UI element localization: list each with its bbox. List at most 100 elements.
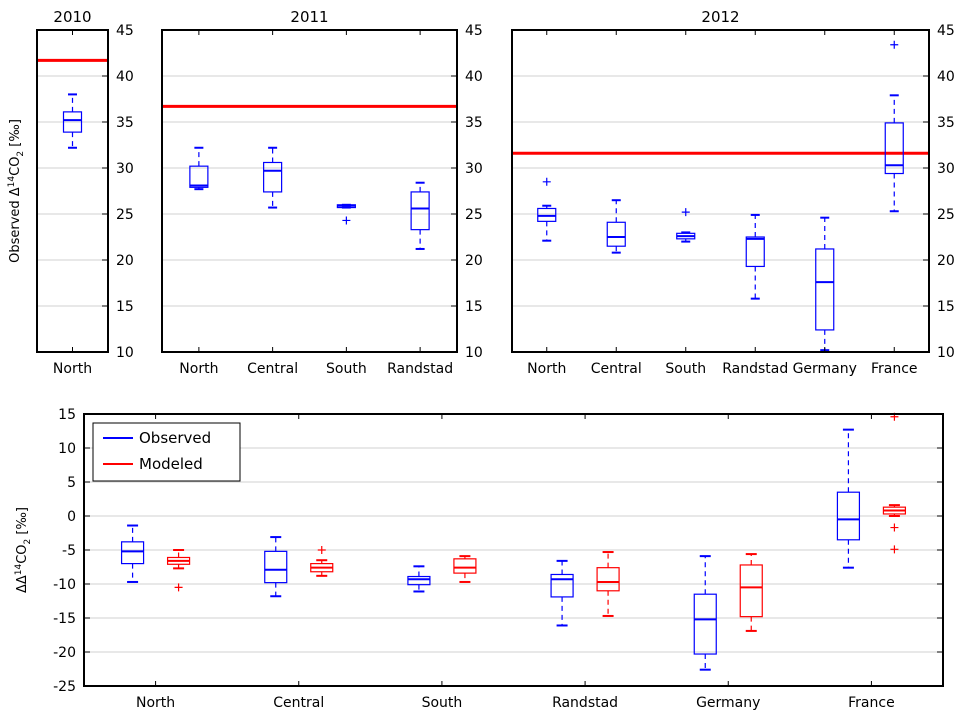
y-tick-label: 10 (937, 345, 955, 361)
y-tick-label: -25 (53, 679, 76, 695)
box-central (606, 199, 626, 254)
x-tick-label: France (871, 361, 918, 377)
box-south-modeled (453, 555, 477, 583)
box-north (62, 93, 83, 149)
box-iqr (745, 236, 765, 268)
outlier-marker (890, 545, 899, 554)
box-south-observed (407, 565, 431, 593)
box-randstad-observed (550, 559, 574, 627)
x-tick-label: North (527, 361, 566, 377)
y-tick-label: -5 (62, 543, 76, 559)
box-south (676, 208, 696, 243)
y-tick-label: 20 (116, 253, 134, 269)
plot-frame (161, 29, 458, 353)
box-iqr (550, 573, 574, 598)
box-north (537, 177, 557, 242)
box-iqr (836, 491, 861, 541)
box-randstad-modeled (596, 551, 620, 617)
box-iqr (264, 550, 288, 584)
y-tick-label: 30 (465, 161, 483, 177)
y-tick-label: 25 (937, 207, 955, 223)
box-france-observed (836, 428, 861, 569)
y-tick-label: 15 (465, 299, 483, 315)
y-tick-label: 30 (116, 161, 134, 177)
y-tick-label: -20 (53, 645, 76, 661)
x-tick-label: Randstad (552, 695, 618, 710)
y-tick-label: 10 (465, 345, 483, 361)
panel-title: 2011 (290, 8, 328, 26)
box-iqr (189, 165, 209, 188)
y-tick-label: 15 (58, 407, 76, 423)
box-north-modeled (166, 549, 191, 592)
box-iqr (410, 191, 430, 231)
x-tick-label: Central (273, 695, 324, 710)
y-tick-label: 45 (937, 23, 955, 39)
y-tick-label: 40 (937, 69, 955, 85)
box-iqr (815, 248, 835, 331)
y-tick-label: 40 (465, 69, 483, 85)
box-iqr (120, 541, 145, 565)
x-tick-label: South (422, 695, 463, 710)
outlier-marker (174, 583, 183, 592)
box-iqr (606, 221, 626, 247)
y-tick-label: 25 (116, 207, 134, 223)
y-tick-label: 10 (58, 441, 76, 457)
box-randstad (745, 213, 765, 300)
panel-title: 2010 (53, 8, 91, 26)
x-tick-label: Randstad (722, 361, 788, 377)
y-tick-label: 35 (465, 115, 483, 131)
x-tick-label: Randstad (387, 361, 453, 377)
y-tick-label: 20 (937, 253, 955, 269)
y-tick-label: 10 (116, 345, 134, 361)
y-tick-label: 15 (116, 299, 134, 315)
box-central (263, 146, 283, 209)
box-iqr (693, 593, 717, 655)
x-tick-label: North (179, 361, 218, 377)
y-tick-label: 40 (116, 69, 134, 85)
box-germany (815, 216, 835, 352)
y-axis-label: Observed Δ14CO2 [‰] (7, 119, 26, 263)
box-north-observed (120, 524, 145, 583)
legend-label: Modeled (139, 455, 203, 473)
x-tick-label: Germany (793, 361, 857, 377)
legend: Observed Modeled (92, 422, 241, 482)
box-france (884, 40, 904, 213)
y-tick-label: 5 (67, 475, 76, 491)
y-tick-label: 20 (465, 253, 483, 269)
box-iqr (884, 122, 904, 175)
y-tick-label: -10 (53, 577, 76, 593)
legend-label: Observed (139, 429, 211, 447)
box-iqr (263, 161, 283, 193)
y-tick-label: 15 (937, 299, 955, 315)
outlier-marker (342, 216, 351, 225)
box-iqr (739, 564, 763, 618)
y-axis-label: ΔΔ14CO2 [‰] (14, 507, 33, 593)
y-tick-label: 45 (465, 23, 483, 39)
box-germany-observed (693, 555, 717, 671)
x-tick-label: South (326, 361, 367, 377)
y-tick-label: 35 (116, 115, 134, 131)
y-tick-label: 0 (67, 509, 76, 525)
plot-frame (36, 29, 109, 353)
y-tick-label: 45 (116, 23, 134, 39)
x-tick-label: North (53, 361, 92, 377)
box-randstad (410, 181, 430, 250)
box-central-observed (264, 536, 288, 598)
box-central-modeled (310, 546, 334, 577)
panel-title: 2012 (701, 8, 739, 26)
box-south (336, 203, 356, 225)
legend-box (92, 422, 241, 482)
x-tick-label: Central (247, 361, 298, 377)
outlier-marker (317, 546, 326, 554)
outlier-marker (890, 40, 899, 49)
box-north (189, 146, 209, 191)
box-iqr (62, 111, 83, 133)
plot-frame (511, 29, 930, 353)
x-tick-label: South (665, 361, 706, 377)
x-tick-label: Germany (696, 695, 760, 710)
box-germany-modeled (739, 553, 763, 632)
outlier-marker (681, 208, 690, 217)
x-tick-label: France (848, 695, 895, 710)
y-tick-label: -15 (53, 611, 76, 627)
